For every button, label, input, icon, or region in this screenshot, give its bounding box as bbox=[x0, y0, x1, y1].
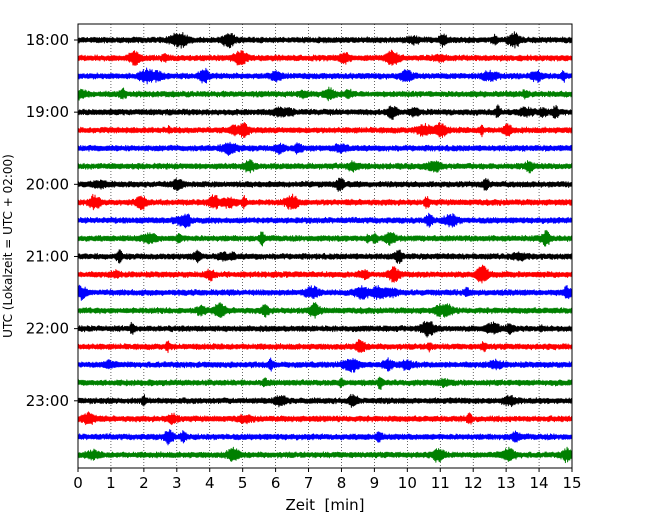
y-tick-label: 22:00 bbox=[26, 320, 69, 338]
x-tick-label: 0 bbox=[73, 474, 83, 492]
x-tick-label: 10 bbox=[398, 474, 417, 492]
x-axis-ticks: 0 1 2 3 4 5 6 7 8 9 10 11 12 13 14 15 bbox=[73, 468, 582, 492]
x-axis-label: Zeit [min] bbox=[285, 496, 364, 514]
trace-2300 bbox=[77, 393, 573, 408]
x-tick-label: 5 bbox=[238, 474, 248, 492]
trace-2145 bbox=[77, 302, 573, 319]
trace-2330 bbox=[77, 429, 573, 446]
plot-frame bbox=[77, 23, 573, 469]
x-tick-label: 8 bbox=[337, 474, 347, 492]
trace-1945 bbox=[77, 159, 573, 174]
trace-2015 bbox=[77, 193, 573, 211]
trace-2315 bbox=[77, 411, 573, 426]
x-tick-label: 7 bbox=[304, 474, 314, 492]
y-tick-label: 18:00 bbox=[26, 31, 69, 49]
trace-1845 bbox=[77, 86, 573, 102]
trace-1930 bbox=[77, 141, 573, 156]
y-axis-label: UTC (Lokalzeit = UTC + 02:00) bbox=[1, 154, 15, 338]
trace-2100 bbox=[77, 249, 573, 264]
x-tick-label: 15 bbox=[562, 474, 581, 492]
trace-1915 bbox=[77, 121, 573, 139]
trace-2215 bbox=[77, 339, 573, 354]
trace-2230 bbox=[77, 357, 573, 373]
trace-2030 bbox=[77, 212, 573, 229]
y-tick-label: 19:00 bbox=[26, 103, 69, 121]
trace-2115 bbox=[77, 264, 573, 284]
trace-2345 bbox=[77, 446, 573, 464]
x-tick-label: 4 bbox=[205, 474, 215, 492]
y-tick-label: 23:00 bbox=[26, 392, 69, 410]
x-tick-label: 11 bbox=[431, 474, 450, 492]
x-tick-label: 9 bbox=[370, 474, 380, 492]
y-axis-ticks: 18:00 19:00 20:00 21:00 22:00 23:00 bbox=[26, 31, 78, 410]
y-tick-label: 21:00 bbox=[26, 247, 69, 265]
x-tick-label: 3 bbox=[172, 474, 182, 492]
seismic-traces bbox=[77, 31, 573, 464]
trace-2000 bbox=[77, 177, 573, 192]
trace-1900 bbox=[77, 104, 573, 120]
x-tick-label: 13 bbox=[497, 474, 516, 492]
trace-1800 bbox=[77, 31, 573, 49]
trace-2130 bbox=[77, 284, 573, 301]
trace-1815 bbox=[77, 49, 573, 66]
trace-2200 bbox=[77, 320, 573, 338]
x-tick-label: 12 bbox=[464, 474, 483, 492]
trace-2045 bbox=[77, 229, 573, 247]
x-tick-label: 1 bbox=[106, 474, 116, 492]
x-tick-label: 14 bbox=[530, 474, 549, 492]
trace-1830 bbox=[77, 67, 573, 85]
vertical-grid bbox=[110, 24, 540, 468]
x-tick-label: 6 bbox=[271, 474, 281, 492]
y-tick-label: 20:00 bbox=[26, 175, 69, 193]
x-tick-label: 2 bbox=[139, 474, 149, 492]
trace-2245 bbox=[77, 376, 573, 390]
